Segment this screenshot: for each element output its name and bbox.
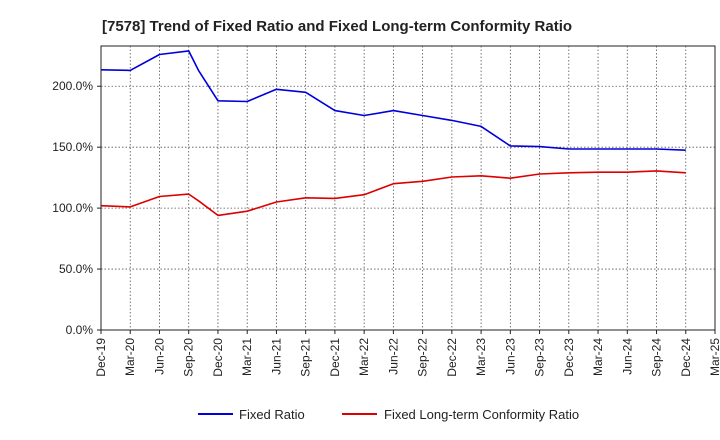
y-tick-label: 200.0% (52, 79, 93, 93)
x-tick-label: Sep-21 (299, 338, 313, 377)
x-tick-label: Dec-20 (211, 338, 225, 377)
x-tick-label: Dec-24 (679, 338, 693, 377)
y-tick-label: 150.0% (52, 140, 93, 154)
x-tick-label: Sep-22 (416, 338, 430, 377)
x-tick-label: Jun-24 (620, 338, 634, 375)
x-tick-label: Mar-21 (240, 338, 254, 376)
x-tick-label: Mar-22 (357, 338, 371, 376)
grid (100, 46, 716, 331)
x-tick-label: Dec-23 (562, 338, 576, 377)
x-tick-label: Mar-25 (708, 338, 720, 376)
legend-label: Fixed Long-term Conformity Ratio (384, 407, 579, 422)
y-tick-label: 50.0% (59, 262, 93, 276)
x-tick-label: Jun-23 (503, 338, 517, 375)
series-line-fixed-ratio (100, 50, 686, 151)
x-tick-label: Dec-19 (94, 338, 108, 377)
x-axis: Dec-19 Mar-20 Jun-20 Sep-20 Dec-20 Mar-21 Jun-… (94, 330, 720, 377)
y-tick-label: 0.0% (66, 323, 94, 337)
series-line-fixed-long-term-conformity-ratio (100, 170, 686, 217)
plot-frame (100, 45, 716, 331)
x-tick-label: Sep-20 (182, 338, 196, 377)
y-tick-label: 100.0% (52, 201, 93, 215)
x-tick-label: Dec-22 (445, 338, 459, 377)
x-tick-label: Jun-20 (152, 338, 166, 375)
x-tick-label: Mar-23 (474, 338, 488, 376)
series-layer (100, 50, 686, 217)
legend-label: Fixed Ratio (239, 407, 305, 422)
x-tick-label: Jun-21 (269, 338, 283, 375)
x-tick-label: Jun-22 (386, 338, 400, 375)
x-tick-label: Mar-20 (123, 338, 137, 376)
x-tick-label: Dec-21 (328, 338, 342, 377)
chart-title: [7578] Trend of Fixed Ratio and Fixed Lo… (102, 18, 572, 35)
y-axis: 0.0% 50.0% 100.0% 150.0% 200.0% (52, 79, 101, 337)
x-tick-label: Sep-24 (650, 338, 664, 377)
x-tick-label: Mar-24 (591, 338, 605, 376)
legend: Fixed Ratio Fixed Long-term Conformity Ra… (198, 407, 579, 422)
x-tick-label: Sep-23 (533, 338, 547, 377)
